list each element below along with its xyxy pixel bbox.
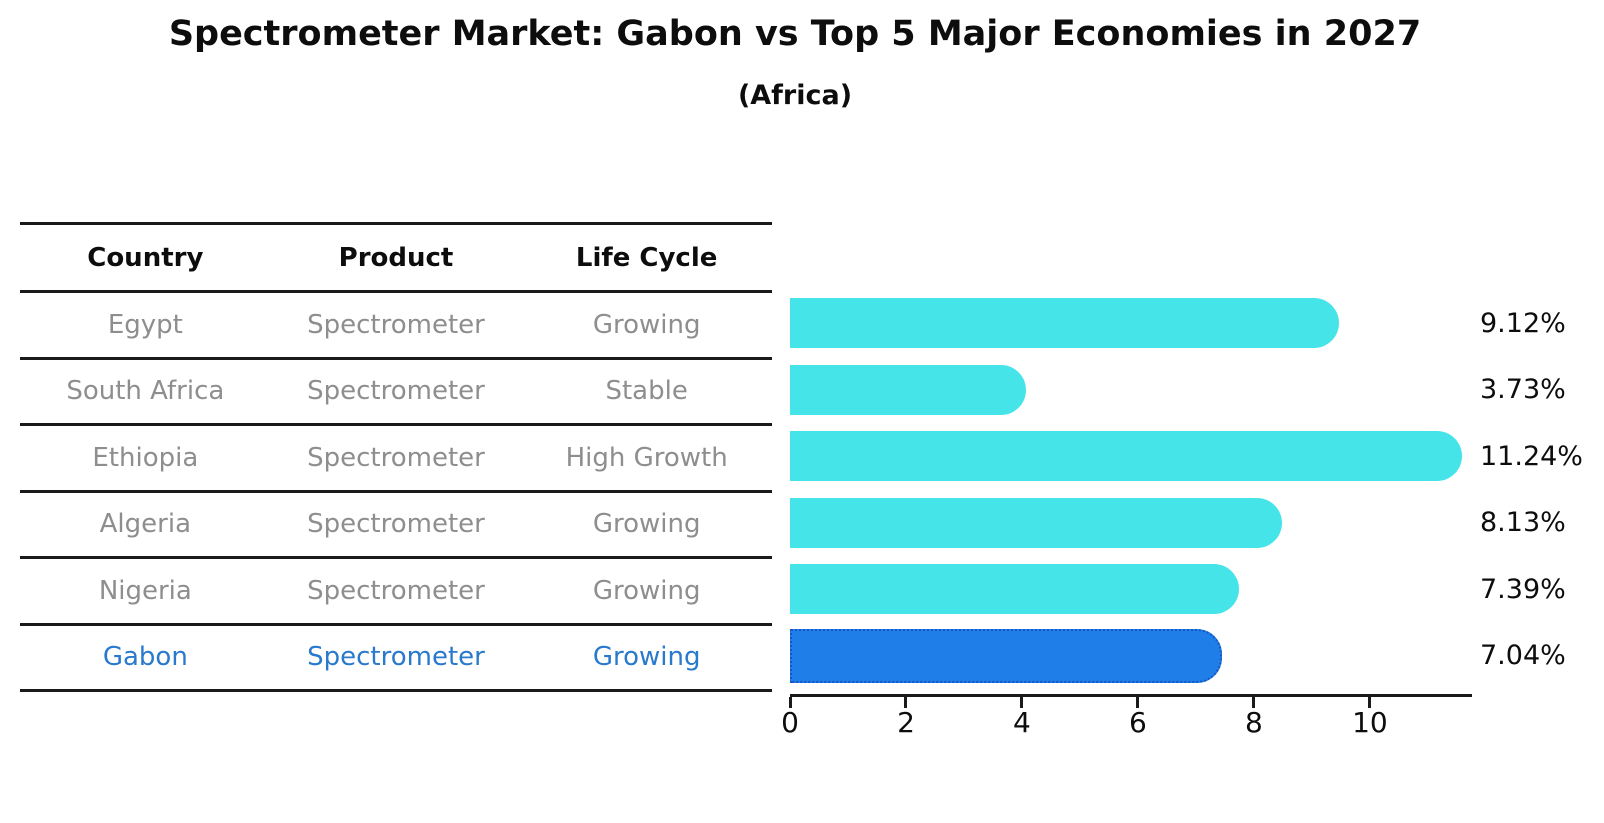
x-tick-mark bbox=[1020, 697, 1024, 708]
x-tick-label-6: 6 bbox=[1129, 706, 1147, 739]
x-tick-mark bbox=[1136, 697, 1140, 708]
cell-country: Nigeria bbox=[98, 575, 192, 606]
bar-row-ethiopia bbox=[790, 423, 1472, 490]
bar-gabon bbox=[790, 628, 1223, 683]
bar-south-africa bbox=[790, 364, 1027, 415]
value-label-gabon: 7.04% bbox=[1480, 640, 1566, 672]
x-tick-mark bbox=[904, 697, 908, 708]
bar-row-south-africa bbox=[790, 357, 1472, 424]
table-row-algeria: Algeria Spectrometer Growing bbox=[20, 493, 772, 559]
cell-product: Spectrometer bbox=[307, 509, 485, 540]
cell-life-cycle: Growing bbox=[592, 575, 701, 606]
bar-row-nigeria bbox=[790, 556, 1472, 623]
value-label-south-africa: 3.73% bbox=[1480, 374, 1566, 406]
country-table: Country Product Life Cycle Egypt Spectromet… bbox=[20, 222, 772, 692]
x-tick-label-4: 4 bbox=[1013, 706, 1031, 739]
chart-subtitle: (Africa) bbox=[737, 80, 853, 111]
column-header-product: Product bbox=[338, 242, 454, 273]
table-row-ethiopia: Ethiopia Spectrometer High Growth bbox=[20, 426, 772, 493]
cell-life-cycle: Stable bbox=[605, 376, 688, 407]
value-label-egypt: 9.12% bbox=[1480, 307, 1566, 339]
cell-country: Ethiopia bbox=[92, 442, 199, 473]
x-tick-label-8: 8 bbox=[1245, 706, 1263, 739]
bar-egypt bbox=[790, 298, 1339, 348]
cell-country: Gabon bbox=[102, 642, 188, 673]
bar-algeria bbox=[790, 497, 1282, 548]
x-tick-mark bbox=[1368, 697, 1372, 708]
cell-country: Egypt bbox=[107, 309, 183, 340]
table-row-gabon: Gabon Spectrometer Growing bbox=[20, 626, 772, 692]
x-axis-line bbox=[790, 694, 1472, 697]
x-tick-label-2: 2 bbox=[897, 706, 915, 739]
bar-ethiopia bbox=[790, 431, 1462, 481]
value-label-algeria: 8.13% bbox=[1480, 507, 1566, 539]
cell-product: Spectrometer bbox=[307, 376, 485, 407]
cell-product: Spectrometer bbox=[307, 642, 485, 673]
column-header-country: Country bbox=[87, 242, 204, 273]
bar-row-egypt bbox=[790, 290, 1472, 357]
bar-row-gabon bbox=[790, 623, 1472, 690]
x-tick-label-10: 10 bbox=[1352, 706, 1388, 739]
chart-title: Spectrometer Market: Gabon vs Top 5 Majo… bbox=[168, 14, 1422, 54]
value-label-ethiopia: 11.24% bbox=[1480, 440, 1583, 472]
table-row-south-africa: South Africa Spectrometer Stable bbox=[20, 360, 772, 426]
table-row-egypt: Egypt Spectrometer Growing bbox=[20, 293, 772, 360]
x-tick-mark bbox=[788, 697, 792, 708]
cell-life-cycle: Growing bbox=[592, 309, 701, 340]
cell-product: Spectrometer bbox=[307, 442, 485, 473]
cell-product: Spectrometer bbox=[307, 575, 485, 606]
table-header-row: Country Product Life Cycle bbox=[20, 225, 772, 293]
bar-row-algeria bbox=[790, 490, 1472, 557]
value-label-nigeria: 7.39% bbox=[1480, 573, 1566, 605]
cell-country: South Africa bbox=[66, 376, 225, 407]
cell-product: Spectrometer bbox=[307, 309, 485, 340]
cell-life-cycle: Growing bbox=[592, 642, 701, 673]
cell-country: Algeria bbox=[99, 509, 191, 540]
bar-nigeria bbox=[790, 564, 1239, 614]
column-header-life-cycle: Life Cycle bbox=[575, 242, 718, 273]
x-tick-mark bbox=[1252, 697, 1256, 708]
bar-plot-area bbox=[790, 290, 1472, 689]
cell-life-cycle: Growing bbox=[592, 509, 701, 540]
cell-life-cycle: High Growth bbox=[565, 442, 728, 473]
table-row-nigeria: Nigeria Spectrometer Growing bbox=[20, 559, 772, 626]
x-tick-label-0: 0 bbox=[781, 706, 799, 739]
